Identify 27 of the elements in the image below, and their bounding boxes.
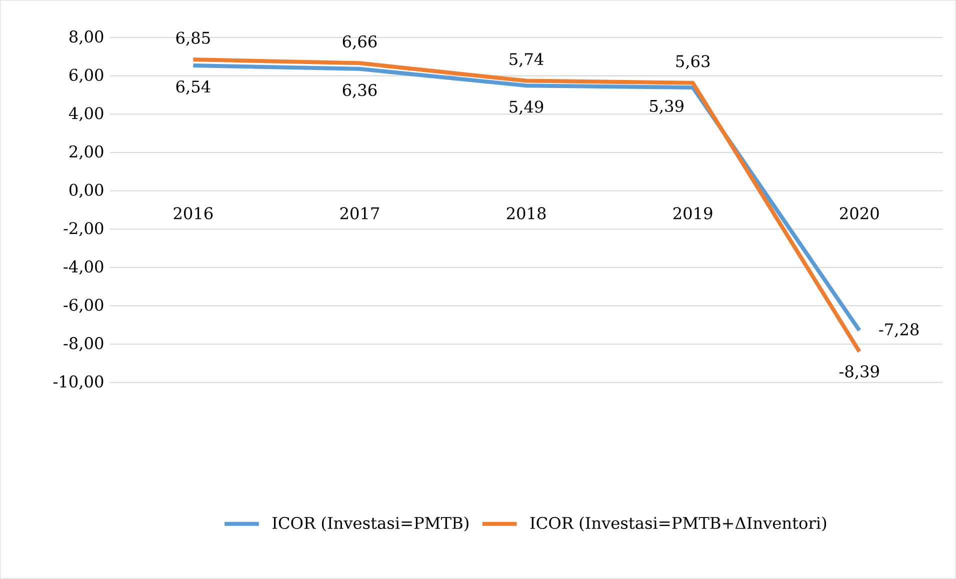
x-tick-label: 2019 [673, 207, 712, 220]
x-tick-label: 2016 [174, 207, 213, 220]
y-tick-label: -6,00 [64, 298, 104, 313]
legend-label: ICOR (Investasi=PMTB) [272, 516, 468, 532]
y-tick-label: 4,00 [68, 107, 104, 122]
data-label: 6,36 [342, 84, 377, 98]
legend-label: ICOR (Investasi=PMTB+ΔInventori) [530, 516, 826, 532]
x-tick-label: 2018 [506, 207, 546, 220]
x-tick-label: 2017 [340, 207, 380, 220]
data-label: 5,39 [650, 100, 684, 114]
data-label: 6,85 [176, 32, 210, 46]
y-tick-label: 6,00 [70, 68, 104, 83]
data-label: 5,74 [510, 53, 544, 68]
data-label: 5,63 [676, 55, 710, 70]
y-tick-label: 2,00 [70, 145, 104, 160]
data-label: -8,39 [839, 365, 879, 380]
y-tick-label: -4,00 [64, 260, 104, 275]
y-tick-label: -8,00 [64, 337, 104, 352]
x-tick-label: 2020 [840, 207, 879, 220]
data-label: 6,66 [342, 35, 377, 50]
data-label: -7,28 [879, 323, 919, 338]
y-tick-label: -10,00 [53, 375, 104, 390]
y-tick-label: 8,00 [70, 30, 104, 45]
data-label: 5,49 [510, 100, 544, 115]
y-tick-label: -2,00 [64, 222, 104, 236]
data-label: 6,54 [176, 80, 210, 95]
y-tick-label: 0,00 [69, 184, 104, 198]
